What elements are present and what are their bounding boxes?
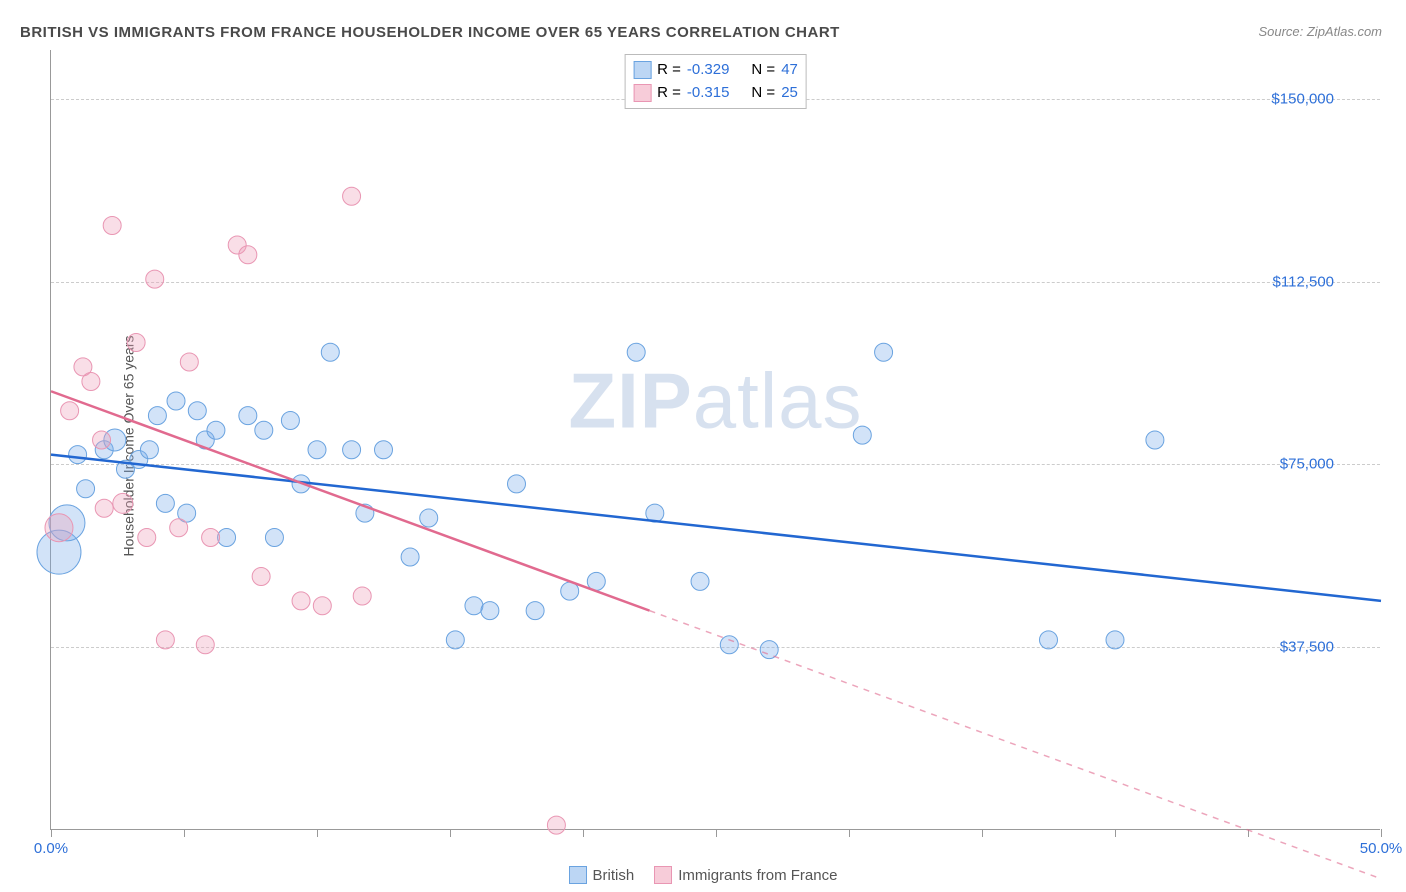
scatter-point <box>196 636 214 654</box>
legend-bottom-label-british: British <box>593 867 635 884</box>
scatter-point <box>420 509 438 527</box>
x-tick-label: 0.0% <box>34 840 68 857</box>
scatter-point <box>93 431 111 449</box>
scatter-point <box>760 641 778 659</box>
scatter-point <box>61 402 79 420</box>
scatter-point <box>627 343 645 361</box>
scatter-point <box>255 421 273 439</box>
scatter-point <box>375 441 393 459</box>
x-tick <box>1115 829 1116 837</box>
scatter-point <box>1106 631 1124 649</box>
scatter-point <box>113 493 133 513</box>
legend-swatch-british <box>633 61 651 79</box>
scatter-point <box>140 441 158 459</box>
scatter-point <box>218 529 236 547</box>
scatter-point <box>103 217 121 235</box>
scatter-point <box>875 343 893 361</box>
x-tick <box>1381 829 1382 837</box>
legend-r-value-british: -0.329 <box>687 59 730 82</box>
scatter-point <box>138 529 156 547</box>
scatter-point <box>481 602 499 620</box>
legend-n-value-france: 25 <box>781 82 798 105</box>
scatter-point <box>321 343 339 361</box>
correlation-chart: BRITISH VS IMMIGRANTS FROM FRANCE HOUSEH… <box>0 0 1406 892</box>
x-tick <box>184 829 185 837</box>
scatter-point <box>353 587 371 605</box>
legend-n-label: N = <box>751 59 775 82</box>
scatter-point <box>239 407 257 425</box>
scatter-point <box>69 446 87 464</box>
legend-row-british: R = -0.329 N = 47 <box>633 59 798 82</box>
scatter-point <box>313 597 331 615</box>
scatter-point <box>77 480 95 498</box>
scatter-point <box>691 572 709 590</box>
scatter-point <box>720 636 738 654</box>
scatter-point <box>446 631 464 649</box>
scatter-point <box>853 426 871 444</box>
x-tick <box>716 829 717 837</box>
scatter-point <box>156 631 174 649</box>
scatter-point <box>127 334 145 352</box>
scatter-point <box>180 353 198 371</box>
legend-n-label2: N = <box>751 82 775 105</box>
scatter-point <box>343 187 361 205</box>
legend-bottom-france: Immigrants from France <box>654 866 837 884</box>
scatter-point <box>252 568 270 586</box>
x-tick <box>317 829 318 837</box>
regression-line <box>51 455 1381 601</box>
legend-row-france: R = -0.315 N = 25 <box>633 82 798 105</box>
x-tick <box>450 829 451 837</box>
scatter-point <box>239 246 257 264</box>
scatter-point <box>526 602 544 620</box>
scatter-point <box>82 373 100 391</box>
plot-area: ZIPatlas $37,500$75,000$112,500$150,000 … <box>50 50 1380 830</box>
scatter-point <box>265 529 283 547</box>
scatter-point <box>45 514 73 542</box>
regression-line <box>51 391 650 610</box>
scatter-point <box>547 816 565 834</box>
scatter-point <box>170 519 188 537</box>
scatter-point <box>202 529 220 547</box>
legend-r-value-france: -0.315 <box>687 82 730 105</box>
x-tick <box>982 829 983 837</box>
x-tick <box>51 829 52 837</box>
legend-bottom-british: British <box>569 866 635 884</box>
x-tick <box>583 829 584 837</box>
scatter-point <box>1040 631 1058 649</box>
scatter-point <box>343 441 361 459</box>
x-tick-label: 50.0% <box>1360 840 1403 857</box>
scatter-point <box>401 548 419 566</box>
legend-bottom-swatch-france <box>654 866 672 884</box>
scatter-point <box>167 392 185 410</box>
legend-bottom: British Immigrants from France <box>0 866 1406 884</box>
scatter-point <box>207 421 225 439</box>
scatter-point <box>292 592 310 610</box>
legend-r-label: R = <box>657 59 681 82</box>
plot-svg <box>51 50 1380 829</box>
regression-line-extrapolated <box>650 611 1382 879</box>
scatter-point <box>465 597 483 615</box>
chart-source: Source: ZipAtlas.com <box>1258 24 1382 39</box>
scatter-point <box>148 407 166 425</box>
scatter-point <box>188 402 206 420</box>
scatter-point <box>308 441 326 459</box>
legend-bottom-label-france: Immigrants from France <box>678 867 837 884</box>
legend-swatch-france <box>633 84 651 102</box>
legend-r-label2: R = <box>657 82 681 105</box>
scatter-point <box>508 475 526 493</box>
scatter-point <box>281 412 299 430</box>
scatter-point <box>146 270 164 288</box>
legend-bottom-swatch-british <box>569 866 587 884</box>
x-tick <box>849 829 850 837</box>
legend-correlation: R = -0.329 N = 47 R = -0.315 N = 25 <box>624 54 807 109</box>
scatter-point <box>1146 431 1164 449</box>
scatter-point <box>95 499 113 517</box>
chart-title: BRITISH VS IMMIGRANTS FROM FRANCE HOUSEH… <box>20 24 840 41</box>
legend-n-value-british: 47 <box>781 59 798 82</box>
scatter-point <box>156 494 174 512</box>
